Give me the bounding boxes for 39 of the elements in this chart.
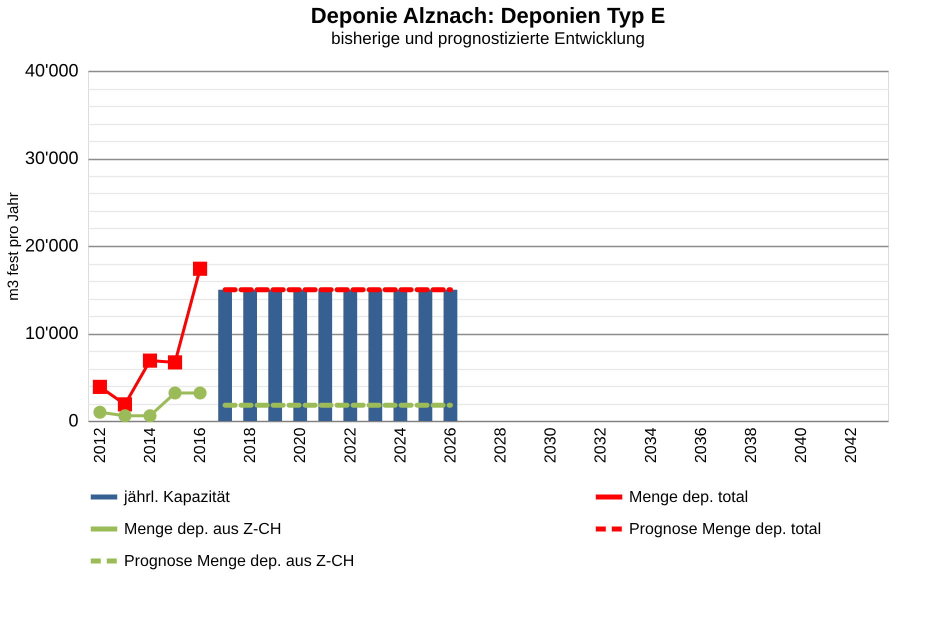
x-tick-label: 2022 xyxy=(342,427,360,464)
x-tick-label: 2026 xyxy=(442,427,460,464)
x-tick-label: 2036 xyxy=(692,427,710,464)
point xyxy=(118,409,132,422)
x-tick-label: 2018 xyxy=(242,427,260,464)
x-tick-label: 2038 xyxy=(742,427,760,464)
x-tick-label: 2040 xyxy=(792,427,810,464)
x-tick-label: 2028 xyxy=(492,427,510,464)
point xyxy=(168,355,182,370)
legend-label: Prognose Menge dep. aus Z-CH xyxy=(124,553,354,570)
y-tick-label: 0 xyxy=(68,410,78,430)
y-tick-label: 20'000 xyxy=(25,236,78,256)
chart-subtitle: bisherige und prognostizierte Entwicklung xyxy=(331,29,645,48)
point xyxy=(92,380,107,394)
x-tick-label: 2016 xyxy=(192,427,210,464)
legend-label: jährl. Kapazität xyxy=(123,489,230,506)
point xyxy=(118,397,132,412)
y-axis-title: m3 fest pro Jahr xyxy=(5,192,22,301)
x-tick-label: 2020 xyxy=(292,427,310,464)
chart-title: Deponie Alznach: Deponien Typ E xyxy=(310,3,666,28)
y-tick-label: 30'000 xyxy=(25,148,78,168)
legend-label: Menge dep. aus Z-CH xyxy=(124,521,282,538)
x-tick-label: 2014 xyxy=(142,427,159,464)
y-tick-label: 10'000 xyxy=(25,323,78,343)
point xyxy=(168,386,182,400)
x-tick-label: 2042 xyxy=(843,427,860,464)
point xyxy=(93,406,106,419)
point xyxy=(194,386,207,400)
x-tick-label: 2030 xyxy=(542,427,560,464)
legend-label: Menge dep. total xyxy=(629,489,748,506)
point xyxy=(142,354,158,368)
y-tick-label: 40'000 xyxy=(25,60,78,80)
x-tick-label: 2032 xyxy=(592,427,610,464)
point xyxy=(143,409,156,422)
x-tick-label: 2034 xyxy=(642,427,660,464)
point xyxy=(192,262,208,276)
legend-label: Prognose Menge dep. total xyxy=(629,521,822,538)
x-tick-label: 2024 xyxy=(392,427,410,464)
x-tick-label: 2012 xyxy=(92,427,109,464)
